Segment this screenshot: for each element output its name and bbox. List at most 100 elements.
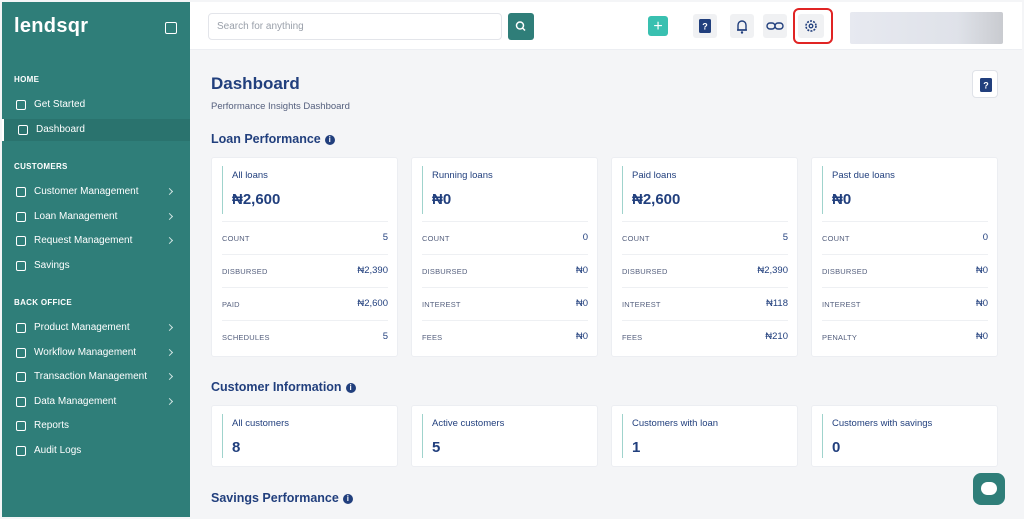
stat-label: DISBURSED (222, 267, 268, 276)
nav-label: Dashboard (36, 123, 85, 135)
stat-value: ₦0 (575, 331, 588, 342)
nav-icon (16, 260, 26, 271)
stat-row: COUNT 0 (822, 221, 988, 254)
section-heading: Savings Performance i (211, 491, 353, 505)
stat-value: 5 (782, 232, 788, 243)
nav-item[interactable]: Get Started (2, 94, 190, 116)
stat-value: ₦210 (765, 331, 788, 342)
section-heading: Loan Performance i (211, 132, 335, 146)
stat-label: COUNT (822, 234, 850, 243)
stat-row: DISBURSED ₦0 (822, 254, 988, 287)
search-input[interactable]: Search for anything (208, 13, 502, 40)
nav-item[interactable]: Product Management (2, 317, 190, 339)
chat-button[interactable] (973, 473, 1005, 505)
nav-icon (16, 446, 26, 456)
search-button[interactable] (508, 13, 534, 40)
card-accent (822, 166, 823, 214)
logo: lendsqr (14, 15, 89, 37)
stat-label: PENALTY (822, 333, 858, 342)
card-accent (622, 414, 623, 458)
nav-item[interactable]: Dashboard (2, 118, 190, 141)
stat-row: INTEREST ₦0 (422, 287, 588, 320)
stat-label: INTEREST (622, 300, 661, 309)
settings-button[interactable] (798, 14, 824, 38)
loan-card: Past due loans ₦0 COUNT 0 DISBURSED ₦0 INTERES… (811, 157, 998, 357)
stat-value: ₦0 (575, 265, 588, 276)
customer-card: Customers with savings 0 (811, 405, 998, 467)
nav-item[interactable]: Savings (2, 255, 190, 277)
nav-item[interactable]: Reports (2, 415, 190, 437)
nav-item[interactable]: Request Management (2, 230, 190, 252)
nav-label: Product Management (34, 322, 130, 333)
nav-label: Workflow Management (34, 346, 137, 358)
link-button[interactable] (763, 14, 787, 38)
card-accent (222, 166, 223, 214)
stat-value: ₦0 (575, 298, 588, 309)
loan-card: Paid loans ₦2,600 COUNT 5 DISBURSED ₦2,390 INT… (611, 157, 798, 357)
section-title: Savings Performance (211, 491, 339, 505)
nav-item[interactable]: Transaction Management (2, 366, 190, 388)
nav-item[interactable]: Workflow Management (2, 342, 190, 364)
nav-item[interactable]: Audit Logs (2, 440, 190, 462)
stat-label: FEES (422, 333, 443, 342)
customer-card: All customers 8 (211, 405, 398, 467)
profile-area[interactable] (850, 12, 1003, 44)
card-value: ₦2,600 (232, 191, 281, 208)
nav-label: Get Started (34, 99, 86, 110)
card-value: 5 (432, 439, 441, 456)
stat-value: 5 (382, 331, 388, 342)
card-value: ₦2,600 (632, 191, 681, 208)
stat-row: PENALTY ₦0 (822, 320, 988, 353)
nav-icon (16, 323, 26, 333)
card-value: 1 (632, 439, 641, 456)
info-icon[interactable]: i (324, 135, 335, 145)
stat-value: ₦2,390 (757, 265, 788, 276)
notifications-button[interactable] (730, 14, 754, 38)
nav-label: Transaction Management (34, 371, 148, 383)
stat-row: FEES ₦0 (422, 320, 588, 353)
stat-label: DISBURSED (622, 267, 668, 276)
stat-row: COUNT 5 (622, 221, 788, 254)
stat-row: FEES ₦210 (622, 320, 788, 353)
card-accent (222, 414, 223, 458)
nav-item[interactable]: Data Management (2, 391, 190, 413)
card-value: 0 (832, 439, 841, 456)
section-title: Customer Information (211, 380, 342, 394)
card-label: Customers with savings (832, 418, 933, 429)
stat-label: COUNT (622, 234, 650, 243)
nav-icon (16, 100, 26, 110)
nav-icon (16, 236, 26, 247)
page-help-button[interactable]: ? (972, 70, 998, 98)
nav-icon (16, 187, 26, 197)
info-icon[interactable]: i (342, 494, 353, 504)
sidebar: lendsqr HOME Get Started Dashboard CUSTOMER… (2, 2, 190, 517)
nav-item[interactable]: Loan Management (2, 206, 190, 228)
nav-item[interactable]: Customer Management (2, 181, 190, 203)
loan-card: Running loans ₦0 COUNT 0 DISBURSED ₦0 INTEREST… (411, 157, 598, 357)
section-heading: Customer Information i (211, 380, 356, 394)
stat-value: ₦2,600 (357, 298, 388, 309)
stat-row: INTEREST ₦118 (622, 287, 788, 320)
chevron (165, 187, 174, 196)
stat-label: INTEREST (822, 300, 861, 309)
card-label: All loans (232, 170, 268, 181)
card-value: ₦0 (432, 191, 452, 208)
nav-label: Request Management (34, 235, 133, 247)
nav-icon (16, 396, 26, 407)
stat-label: COUNT (422, 234, 450, 243)
card-value: ₦0 (832, 191, 852, 208)
card-label: All customers (232, 418, 290, 429)
stat-value: 5 (382, 232, 388, 243)
stat-row: COUNT 5 (222, 221, 388, 254)
nav-icon (18, 124, 28, 135)
stat-label: DISBURSED (822, 267, 868, 276)
stat-value: ₦0 (975, 265, 988, 276)
collapse-button[interactable] (165, 22, 177, 34)
stat-value: ₦0 (975, 298, 988, 309)
highlight-box (793, 8, 833, 44)
info-icon[interactable]: i (345, 383, 356, 393)
chevron (165, 237, 174, 245)
add-button[interactable]: + (648, 16, 668, 36)
chevron (165, 323, 174, 332)
help-button[interactable]: ? (693, 14, 717, 38)
